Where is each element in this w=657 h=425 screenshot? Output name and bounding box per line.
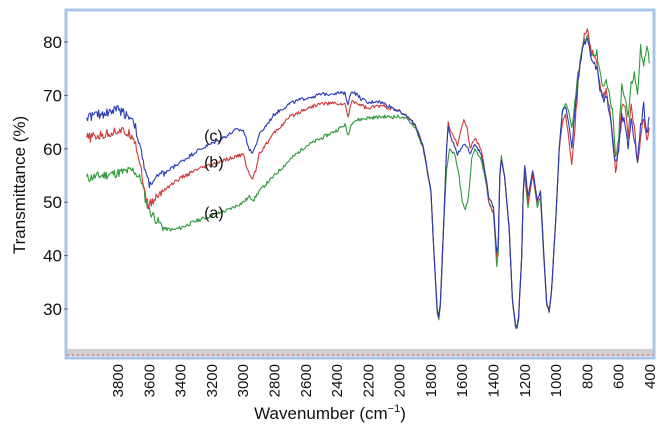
x-tick-label: 3400: [173, 364, 190, 397]
x-tick-label: 1200: [517, 364, 534, 397]
y-tick-label: 70: [43, 86, 62, 105]
x-tick-label: 1000: [548, 364, 565, 397]
x-tick-label: 3800: [110, 364, 127, 397]
x-axis-label: Wavenumber (cm−1): [254, 403, 406, 423]
x-axis-label-close: ): [400, 404, 406, 423]
series-group: [86, 28, 650, 330]
x-tick-label: 3000: [235, 364, 252, 397]
x-tick-label: 2600: [298, 364, 315, 397]
plot-frame: [64, 8, 656, 360]
series-label-a: (a): [204, 205, 224, 222]
x-tick-label: 2000: [392, 364, 409, 397]
plot-bottom-band: [67, 349, 653, 356]
x-tick-label: 600: [611, 364, 628, 389]
x-tick-label: 2200: [360, 364, 377, 397]
y-tick-label: 30: [43, 300, 62, 319]
x-tick-label: 3200: [204, 364, 221, 397]
series-label-b: (b): [204, 155, 224, 172]
x-axis-ticks: 3800 3600 3400 3200 3000 2800 2600 2400 2200 2000…: [110, 364, 657, 397]
x-axis-label-text: Wavenumber (cm: [254, 404, 388, 423]
x-tick-label: 3600: [141, 364, 158, 397]
x-tick-label: 1400: [486, 364, 503, 397]
x-tick-label: 2800: [267, 364, 284, 397]
y-tick-label: 40: [43, 247, 62, 266]
series-line-c: [86, 37, 650, 329]
y-axis-ticks: 30 40 50 60 70 80: [43, 33, 68, 319]
y-axis-label: Transmittance (%): [10, 116, 29, 254]
y-tick-label: 80: [43, 33, 62, 52]
series-label-c: (c): [204, 128, 223, 145]
x-tick-label: 800: [579, 364, 596, 389]
x-tick-label: 1600: [454, 364, 471, 397]
series-labels: (a) (b) (c): [204, 128, 224, 222]
x-tick-label: 1800: [423, 364, 440, 397]
x-axis-label-superscript: −1: [388, 403, 401, 415]
y-tick-label: 50: [43, 193, 62, 212]
y-tick-label: 60: [43, 140, 62, 159]
x-tick-label: 2400: [329, 364, 346, 397]
x-tick-label: 400: [642, 364, 657, 389]
